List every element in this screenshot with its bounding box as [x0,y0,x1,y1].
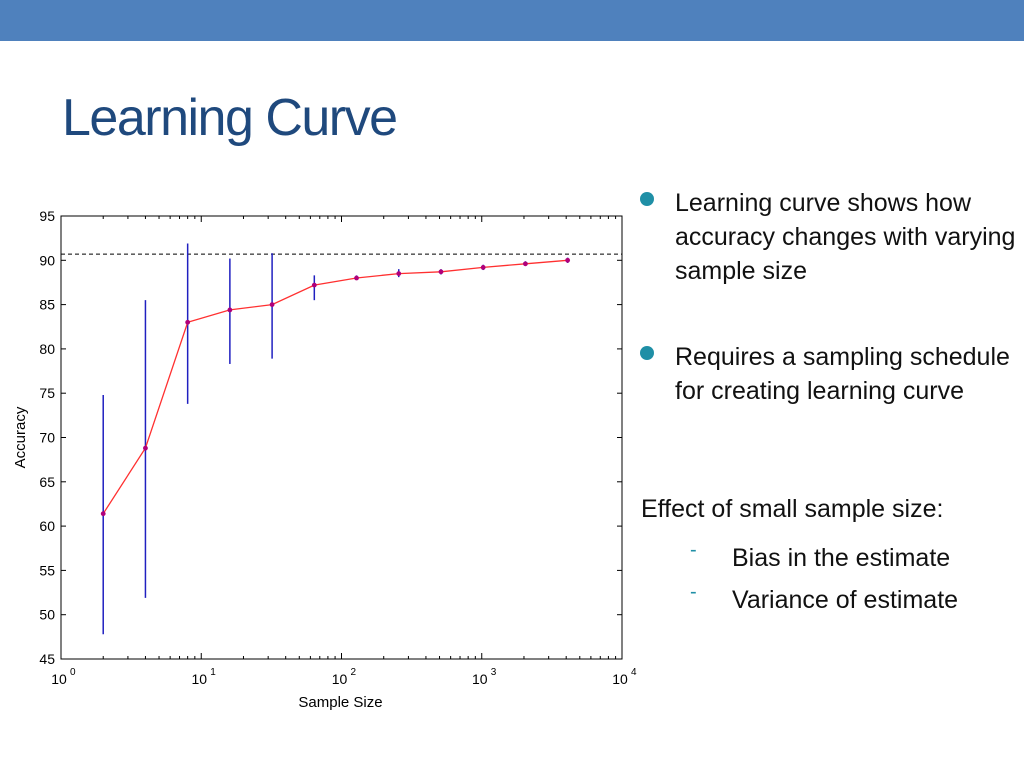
x-tick-label: 10 [191,671,207,687]
data-point [480,264,486,270]
bullet-text: Requires a sampling schedule for creatin… [675,343,1010,405]
x-tick-label: 10 [612,671,628,687]
bullet-list: Learning curve shows how accuracy change… [640,186,1020,408]
bullet-dot-icon [640,192,654,206]
y-tick-label: 75 [39,385,55,401]
sub-bullet-item: - Variance of estimate [690,579,958,621]
accuracy-series-line [102,259,568,515]
y-tick-label: 80 [39,341,55,357]
top-bar [0,0,1024,41]
y-tick-label: 45 [39,651,55,667]
x-tick-exponent: 3 [491,667,497,678]
x-tick-exponent: 2 [351,667,357,678]
data-point [565,257,571,263]
dash-marker: - [690,539,697,561]
x-tick-label: 10 [472,671,488,687]
bullet-dot-icon [640,346,654,360]
x-tick-label: 10 [51,671,67,687]
data-point [100,511,106,517]
y-axis-label: Accuracy [12,406,29,468]
sub-bullet-text: Bias in the estimate [732,544,951,572]
y-tick-label: 95 [39,208,55,224]
data-point [227,307,233,313]
sub-bullet-item: - Bias in the estimate [690,537,958,579]
x-tick-exponent: 1 [210,667,216,678]
small-sample-note: Effect of small sample size: [641,495,944,523]
y-tick-label: 50 [39,607,55,623]
x-tick-exponent: 4 [631,667,637,678]
data-point [185,319,191,325]
y-tick-label: 90 [39,252,55,268]
y-tick-label: 60 [39,518,55,534]
x-tick-exponent: 0 [70,667,76,678]
data-point [311,282,317,288]
x-axis-label: Sample Size [298,694,382,711]
data-point [354,275,359,281]
sub-bullet-text: Variance of estimate [732,586,959,614]
bullet-text: Learning curve shows how accuracy change… [675,189,1016,285]
bullet-item: Learning curve shows how accuracy change… [640,186,1020,288]
data-point [396,271,402,276]
data-point [438,269,444,275]
x-tick-label: 10 [332,671,348,687]
data-point [523,261,528,267]
y-tick-label: 70 [39,430,55,446]
bullet-item: Requires a sampling schedule for creatin… [640,340,1020,408]
data-point [269,302,275,307]
y-tick-label: 85 [39,297,55,313]
slide-title: Learning Curve [62,89,398,147]
sub-bullet-list: - Bias in the estimate - Variance of est… [690,537,958,621]
dash-marker: - [690,581,697,603]
data-point [143,445,148,451]
y-tick-label: 55 [39,562,55,578]
y-tick-label: 65 [39,474,55,490]
